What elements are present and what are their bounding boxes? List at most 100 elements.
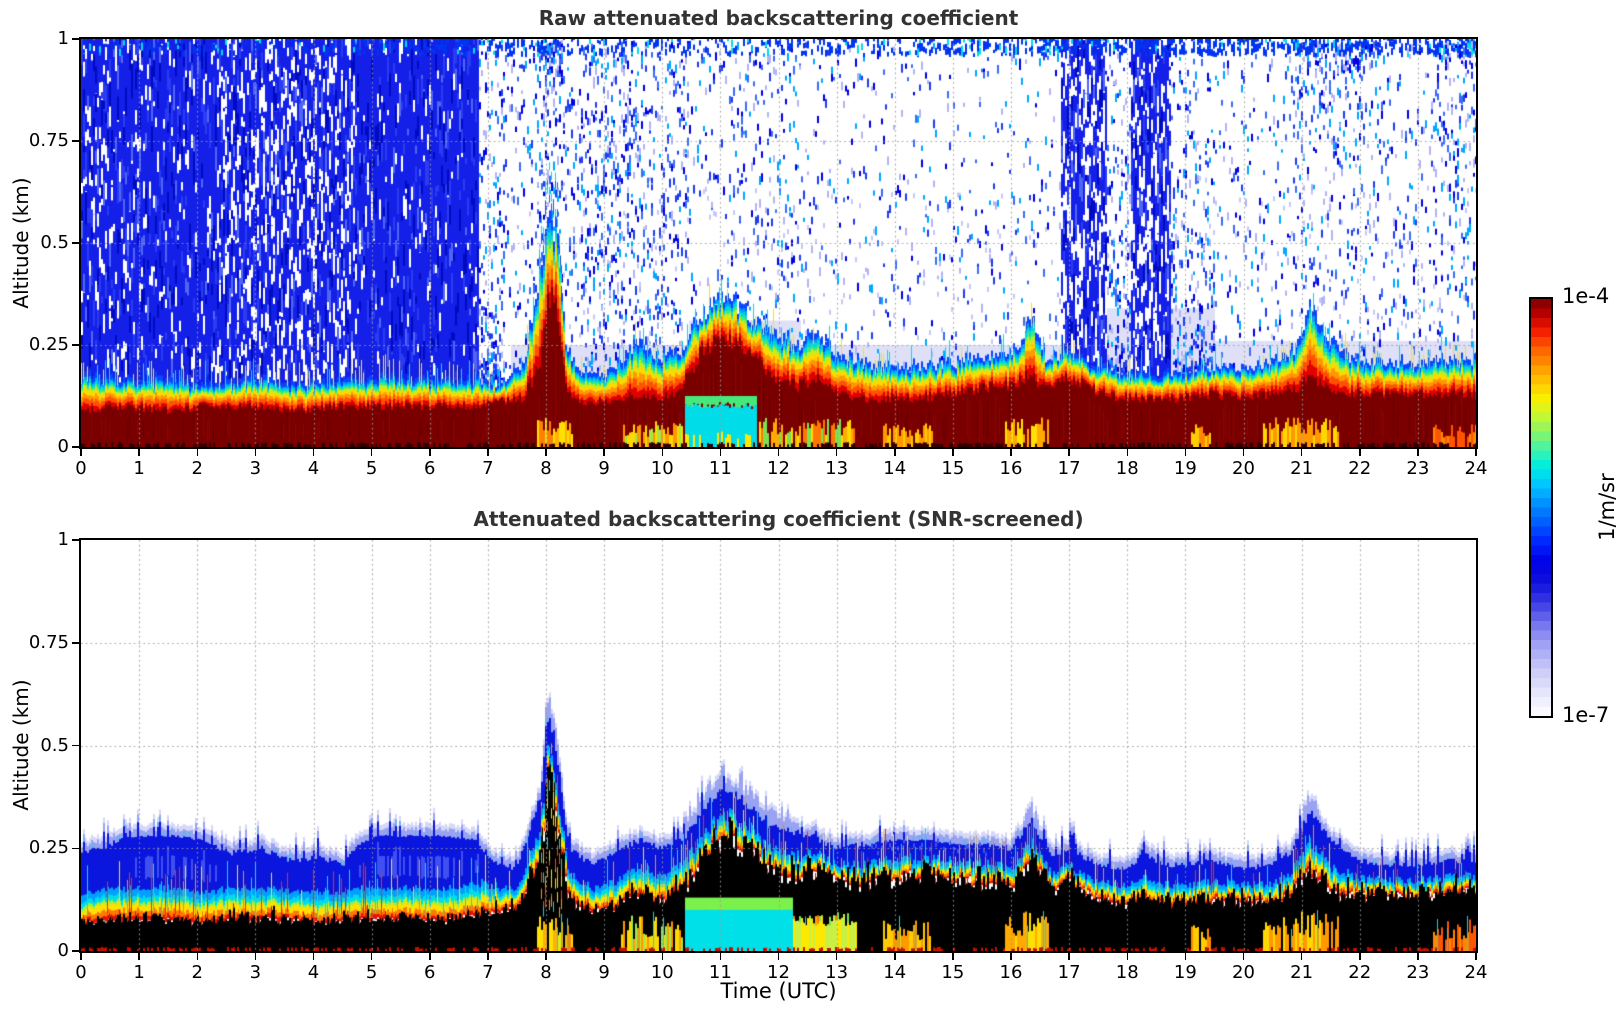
y-tick-mark [72, 344, 79, 346]
y-tick-label: 0.25 [28, 837, 69, 859]
x-tick-mark [1068, 449, 1070, 456]
x-tick-label: 21 [1290, 962, 1314, 983]
x-tick-mark [835, 953, 838, 960]
x-tick-label: 2 [191, 962, 203, 983]
x-tick-label: 7 [482, 962, 494, 983]
x-tick-mark [429, 449, 431, 456]
x-tick-mark [429, 953, 431, 960]
colorbar [1529, 297, 1553, 718]
x-tick-mark [952, 953, 954, 960]
x-tick-mark [254, 953, 257, 960]
x-tick-mark [719, 449, 722, 456]
x-tick-label: 9 [598, 962, 610, 983]
x-tick-label: 24 [1464, 458, 1488, 479]
x-tick-label: 6 [424, 962, 436, 983]
x-tick-label: 8 [540, 962, 552, 983]
x-tick-label: 8 [540, 458, 552, 479]
x-tick-label: 20 [1232, 458, 1255, 479]
screened-panel-title: Attenuated backscattering coefficient (S… [473, 507, 1084, 531]
x-tick-label: 1 [133, 458, 145, 479]
screened-heatmap-canvas [81, 540, 1476, 951]
x-tick-mark [1300, 449, 1303, 456]
x-tick-label: 3 [249, 962, 262, 983]
x-tick-mark [1068, 953, 1070, 960]
x-tick-label: 11 [708, 962, 732, 983]
x-tick-mark [1359, 449, 1361, 456]
x-tick-mark [661, 953, 663, 960]
y-tick-mark [72, 446, 79, 448]
x-tick-label: 1 [133, 962, 145, 983]
x-tick-label: 15 [941, 458, 965, 479]
x-tick-mark [370, 449, 373, 456]
x-tick-label: 20 [1232, 962, 1255, 983]
x-tick-mark [719, 953, 722, 960]
x-tick-mark [487, 449, 489, 456]
x-tick-label: 17 [1057, 962, 1081, 983]
y-tick-label: 1 [57, 28, 69, 49]
screened-panel [79, 538, 1478, 953]
x-tick-label: 12 [767, 458, 790, 479]
x-tick-label: 14 [883, 458, 907, 479]
x-tick-mark [1184, 449, 1187, 456]
x-tick-mark [80, 953, 82, 960]
x-tick-mark [138, 953, 140, 960]
x-tick-mark [1475, 953, 1477, 960]
x-tick-label: 23 [1406, 962, 1430, 983]
x-tick-label: 16 [999, 458, 1023, 479]
x-tick-mark [1417, 449, 1419, 456]
x-tick-label: 6 [424, 458, 436, 479]
x-tick-label: 15 [941, 962, 965, 983]
raw-panel-title: Raw attenuated backscattering coefficien… [538, 6, 1019, 30]
x-tick-label: 4 [307, 962, 320, 983]
x-tick-mark [1359, 953, 1361, 960]
y-tick-label: 1 [57, 529, 69, 550]
y-tick-label: 0.75 [28, 631, 69, 653]
x-tick-mark [1126, 449, 1128, 456]
x-tick-label: 3 [249, 458, 262, 479]
x-tick-mark [1126, 953, 1128, 960]
x-tick-label: 5 [365, 458, 378, 479]
x-tick-label: 22 [1348, 458, 1372, 479]
x-tick-label: 0 [75, 458, 87, 479]
y-tick-mark [72, 744, 79, 747]
x-tick-mark [1010, 449, 1012, 456]
x-tick-mark [312, 449, 315, 456]
x-tick-mark [254, 449, 257, 456]
x-axis-label: Time (UTC) [720, 979, 837, 1003]
x-tick-mark [370, 953, 373, 960]
x-tick-mark [894, 953, 896, 960]
colorbar-max-label: 1e-4 [1562, 284, 1610, 308]
raw-heatmap-canvas [81, 39, 1476, 447]
y-tick-mark [72, 242, 79, 244]
x-tick-mark [835, 449, 838, 456]
y-tick-label: 0 [57, 940, 69, 961]
y-tick-label: 0.25 [28, 334, 69, 355]
y-tick-label: 0.75 [28, 130, 69, 151]
x-tick-mark [1184, 953, 1187, 960]
x-tick-label: 13 [825, 962, 849, 983]
x-tick-label: 17 [1057, 458, 1081, 479]
x-tick-mark [1242, 953, 1245, 960]
x-tick-mark [1475, 449, 1477, 456]
colorbar-min-label: 1e-7 [1562, 703, 1610, 727]
y-tick-mark [72, 950, 79, 952]
x-tick-label: 5 [365, 962, 378, 983]
y-tick-mark [72, 140, 79, 142]
x-tick-mark [661, 449, 663, 456]
y-tick-label: 0.5 [40, 734, 69, 756]
x-tick-label: 0 [75, 962, 87, 983]
x-tick-label: 18 [1115, 962, 1139, 983]
x-tick-label: 13 [825, 458, 849, 479]
x-tick-mark [312, 953, 315, 960]
y-tick-mark [72, 539, 79, 541]
x-tick-label: 19 [1173, 458, 1197, 479]
x-tick-label: 10 [650, 962, 674, 983]
x-tick-mark [777, 953, 780, 960]
x-tick-mark [545, 953, 547, 960]
x-tick-mark [777, 449, 780, 456]
x-tick-label: 14 [883, 962, 907, 983]
x-tick-label: 18 [1115, 458, 1139, 479]
x-tick-label: 21 [1290, 458, 1314, 479]
x-tick-mark [894, 449, 896, 456]
